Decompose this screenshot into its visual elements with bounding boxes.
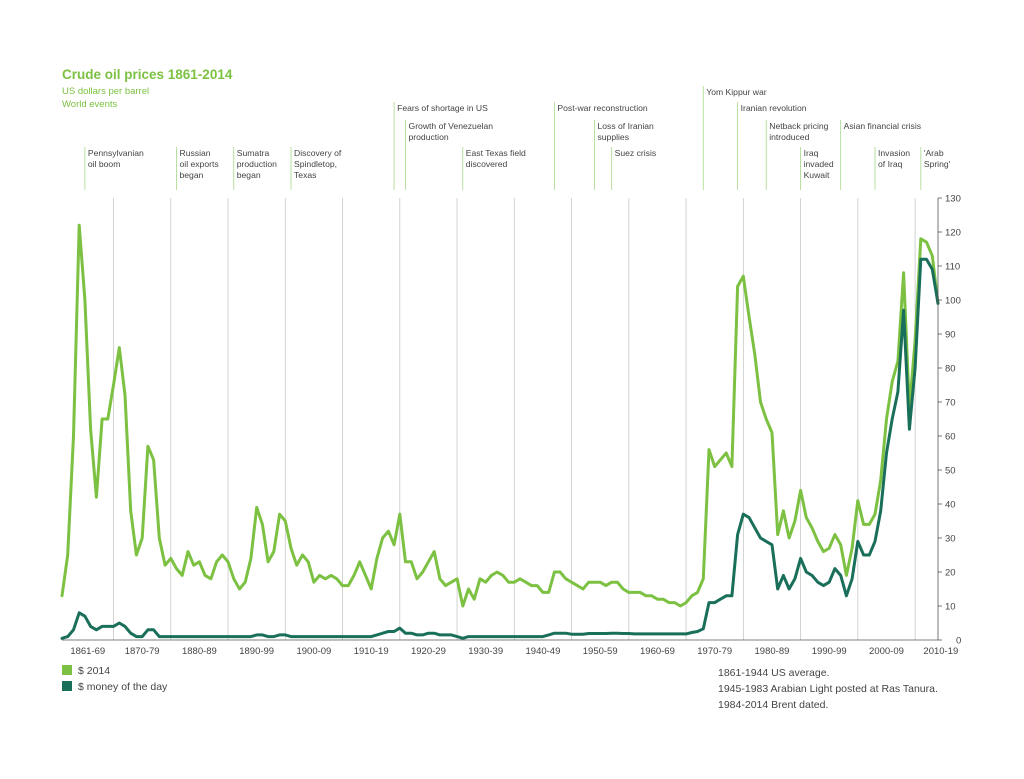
event-label: oil exports bbox=[180, 159, 219, 169]
y-tick-label: 130 bbox=[945, 194, 961, 205]
series-line-real-2014 bbox=[60, 223, 940, 608]
legend: $ 2014 $ money of the day bbox=[62, 665, 168, 693]
y-tick-label: 110 bbox=[945, 262, 960, 273]
axes: 0 10 20 30 40 50 60 70 80 90 100 110 120 130 1861-69 18… bbox=[62, 194, 961, 657]
decade-grid bbox=[113, 198, 916, 640]
y-tick-label: 20 bbox=[945, 568, 956, 579]
legend-swatch-1 bbox=[62, 681, 72, 691]
event-label: Kuwait bbox=[804, 170, 830, 180]
y-tick-label: 120 bbox=[945, 228, 961, 239]
x-tick-label: 1861-69 bbox=[70, 646, 105, 657]
y-tick-label: 40 bbox=[945, 500, 956, 511]
series-lines bbox=[60, 223, 940, 640]
event-label: Iraq bbox=[804, 148, 819, 158]
event-label: 'Arab bbox=[924, 148, 944, 158]
event-label: Russian bbox=[180, 148, 211, 158]
source-note-1: 1945-1983 Arabian Light posted at Ras Ta… bbox=[718, 683, 938, 695]
legend-swatch-0 bbox=[62, 665, 72, 675]
chart-title: Crude oil prices 1861-2014 bbox=[62, 67, 233, 82]
event-label: Iranian revolution bbox=[741, 103, 807, 113]
x-tick-label: 1950-59 bbox=[583, 646, 618, 657]
x-tick-label: 1870-79 bbox=[125, 646, 160, 657]
chart-subtitle: US dollars per barrel bbox=[62, 86, 149, 97]
event-label: began bbox=[180, 170, 204, 180]
x-tick-label: 1930-39 bbox=[468, 646, 503, 657]
x-tick-label: 1890-99 bbox=[239, 646, 274, 657]
event-label: production bbox=[409, 132, 449, 142]
legend-label-0: $ 2014 bbox=[78, 665, 110, 677]
series-line-nominal bbox=[60, 257, 940, 640]
event-label: Yom Kippur war bbox=[706, 87, 766, 97]
event-label: Asian financial crisis bbox=[844, 121, 921, 131]
event-label: supplies bbox=[597, 132, 629, 142]
event-label: Texas bbox=[294, 170, 316, 180]
event-label: Sumatra bbox=[237, 148, 270, 158]
y-tick-label: 50 bbox=[945, 466, 956, 477]
event-label: Loss of Iranian bbox=[597, 121, 654, 131]
event-label: of Iraq bbox=[878, 159, 903, 169]
x-tick-label: 2000-09 bbox=[869, 646, 904, 657]
y-tick-label: 70 bbox=[945, 398, 956, 409]
event-label: Invasion bbox=[878, 148, 910, 158]
event-label: discovered bbox=[466, 159, 508, 169]
event-label: production bbox=[237, 159, 277, 169]
x-tick-label: 1880-89 bbox=[182, 646, 217, 657]
source-note-0: 1861-1944 US average. bbox=[718, 667, 830, 679]
x-tick-label: 2010-19 bbox=[923, 646, 958, 657]
y-tick-label: 100 bbox=[945, 296, 961, 307]
x-tick-label: 1970-79 bbox=[697, 646, 732, 657]
event-label: oil boom bbox=[88, 159, 120, 169]
event-label: Spring' bbox=[924, 159, 951, 169]
x-tick-label: 1900-09 bbox=[296, 646, 331, 657]
x-tick-label: 1990-99 bbox=[812, 646, 847, 657]
y-tick-label: 90 bbox=[945, 330, 956, 341]
event-label: Netback pricing bbox=[769, 121, 828, 131]
event-label: Post-war reconstruction bbox=[557, 103, 647, 113]
event-label: Discovery of bbox=[294, 148, 342, 158]
chart-subtitle-events: World events bbox=[62, 99, 118, 110]
y-tick-label: 30 bbox=[945, 534, 956, 545]
y-tick-label: 80 bbox=[945, 364, 956, 375]
event-label: introduced bbox=[769, 132, 809, 142]
x-tick-label: 1980-89 bbox=[755, 646, 790, 657]
event-label: East Texas field bbox=[466, 148, 526, 158]
event-label: Fears of shortage in US bbox=[397, 103, 488, 113]
source-notes: 1861-1944 US average. 1945-1983 Arabian L… bbox=[718, 667, 938, 711]
event-label: invaded bbox=[804, 159, 834, 169]
y-tick-label: 10 bbox=[945, 602, 956, 613]
y-tick-label: 0 bbox=[956, 636, 961, 647]
event-label: Suez crisis bbox=[615, 148, 657, 158]
x-tick-label: 1940-49 bbox=[526, 646, 561, 657]
event-label: Spindletop, bbox=[294, 159, 337, 169]
x-tick-label: 1910-19 bbox=[354, 646, 389, 657]
x-tick-label: 1920-29 bbox=[411, 646, 446, 657]
event-label: began bbox=[237, 170, 261, 180]
y-tick-label: 60 bbox=[945, 432, 956, 443]
legend-label-1: $ money of the day bbox=[78, 681, 168, 693]
event-label: Growth of Venezuelan bbox=[409, 121, 494, 131]
event-label: Pennsylvanian bbox=[88, 148, 144, 158]
x-tick-label: 1960-69 bbox=[640, 646, 675, 657]
source-note-2: 1984-2014 Brent dated. bbox=[718, 699, 828, 711]
